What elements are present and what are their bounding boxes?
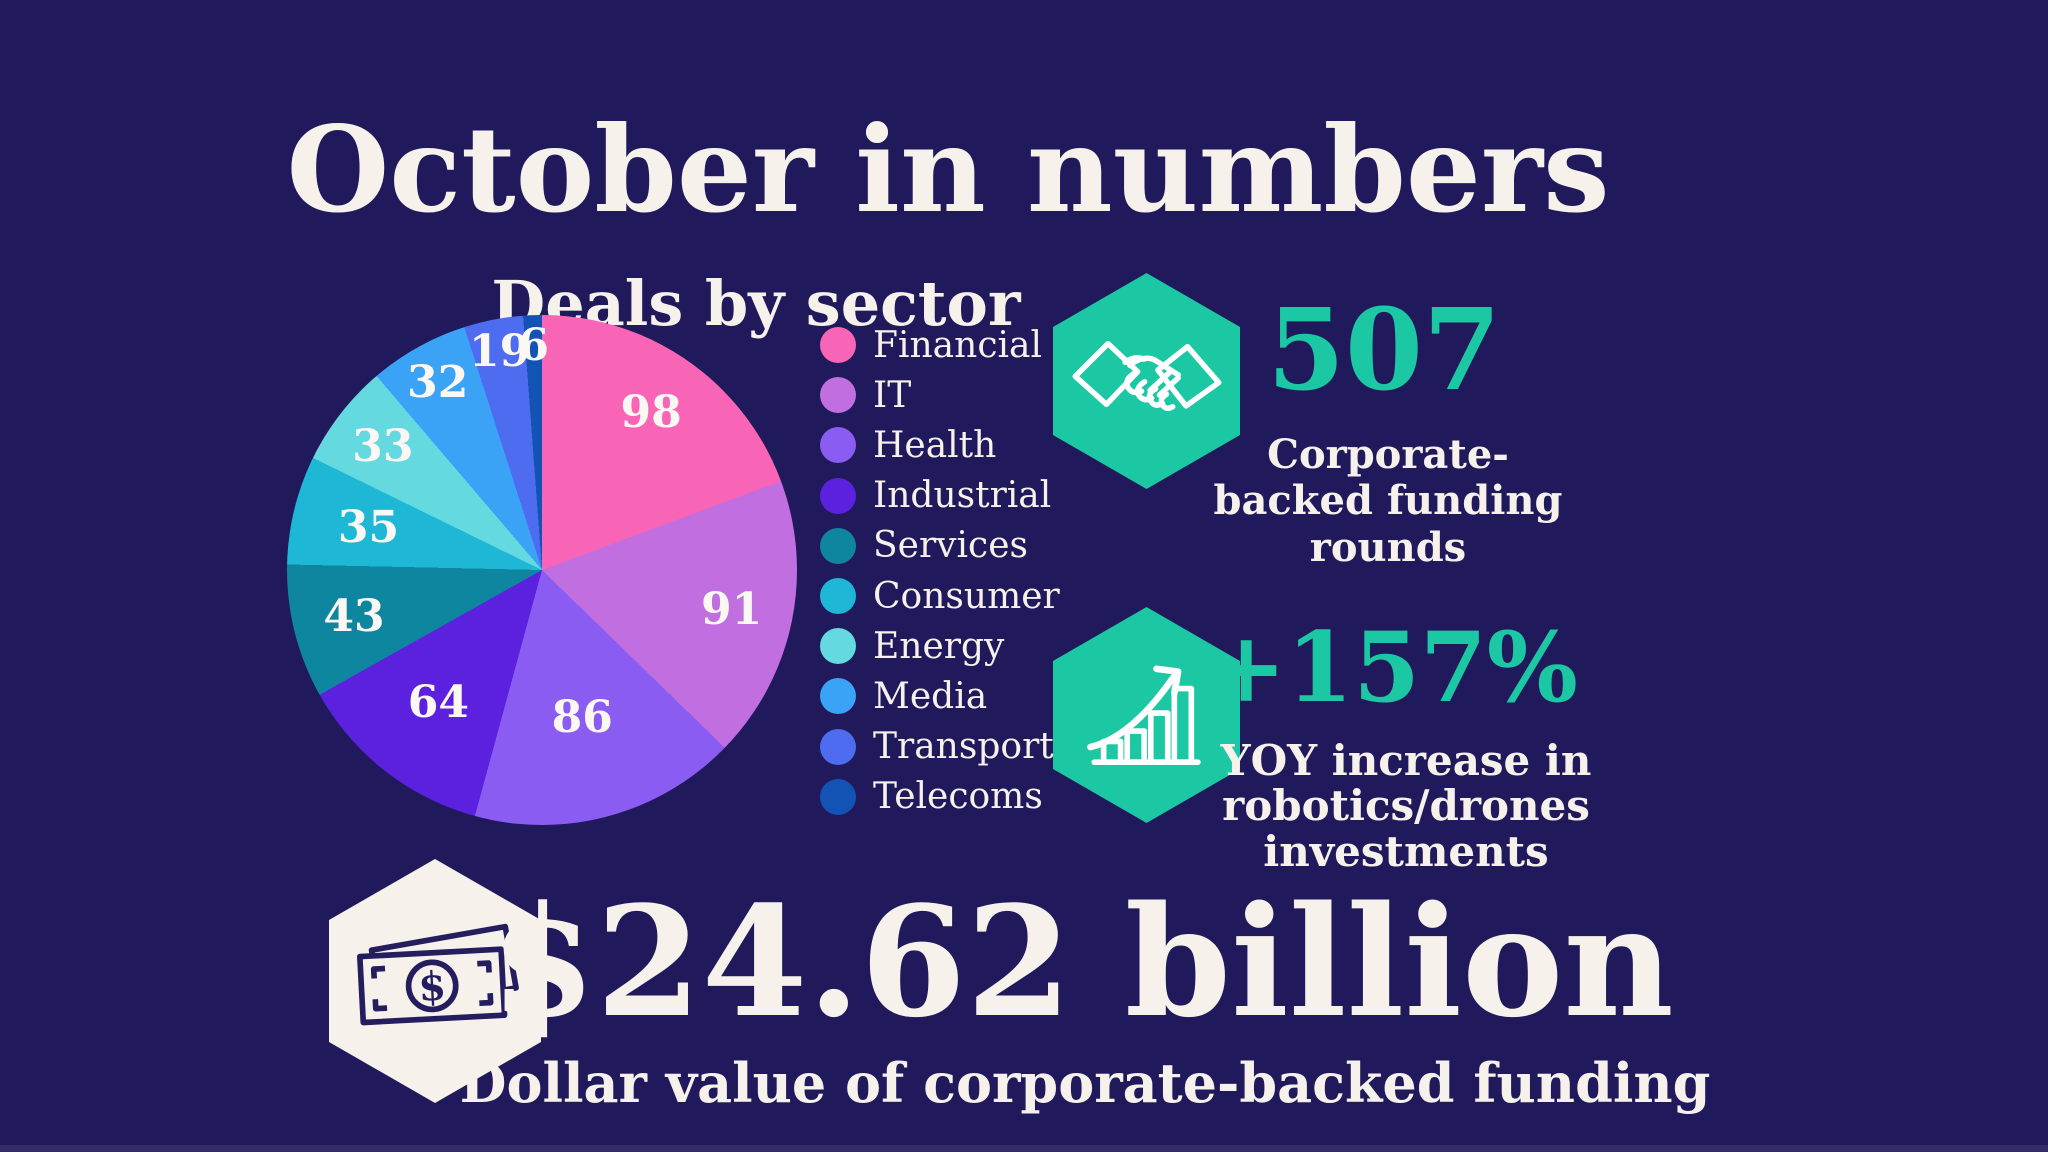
legend-label-financial: Financial xyxy=(873,324,1042,366)
legend-label-energy: Energy xyxy=(873,625,1005,667)
legend-dot-media xyxy=(820,678,856,715)
page-title: October in numbers xyxy=(286,100,1610,240)
pie-slice-label-energy: 33 xyxy=(352,420,414,472)
legend-dot-industrial xyxy=(820,477,856,514)
legend-label-industrial: Industrial xyxy=(873,475,1052,517)
legend-dot-telecoms xyxy=(820,778,856,815)
legend-dot-energy xyxy=(820,628,856,665)
legend-dot-consumer xyxy=(820,578,856,615)
legend-item-transport: Transport xyxy=(820,722,1060,772)
pie-slice-label-it: 91 xyxy=(701,583,763,635)
growth-chart-icon xyxy=(1086,665,1201,765)
legend-item-health: Health xyxy=(820,420,1060,470)
legend-label-transport: Transport xyxy=(873,726,1054,768)
legend-label-consumer: Consumer xyxy=(873,575,1060,617)
legend-item-telecoms: Telecoms xyxy=(820,772,1060,822)
legend-label-it: IT xyxy=(873,374,912,416)
legend-item-media: Media xyxy=(820,671,1060,721)
svg-text:$: $ xyxy=(417,963,447,1010)
legend-item-it: IT xyxy=(820,370,1060,420)
bottom-edge-strip xyxy=(0,1145,2048,1152)
deals-by-sector-pie-chart xyxy=(287,315,797,825)
legend-item-industrial: Industrial xyxy=(820,471,1060,521)
legend-dot-financial xyxy=(820,327,856,364)
legend-label-services: Services xyxy=(873,525,1028,567)
legend-dot-transport xyxy=(820,728,856,765)
dollar-value-label: Dollar value of corporate-backed funding xyxy=(459,1051,1711,1115)
legend-item-energy: Energy xyxy=(820,621,1060,671)
legend-dot-health xyxy=(820,427,856,464)
handshake-icon xyxy=(1072,340,1221,412)
funding-rounds-label: Corporate-backed funding rounds xyxy=(1213,431,1563,571)
legend-label-media: Media xyxy=(873,675,988,717)
pie-slice-label-services: 43 xyxy=(323,590,385,642)
pie-slice-label-media: 32 xyxy=(407,356,469,408)
legend-item-financial: Financial xyxy=(820,320,1060,370)
pie-slice-label-health: 86 xyxy=(551,691,613,743)
money-icon: $ xyxy=(357,923,519,1026)
legend-label-telecoms: Telecoms xyxy=(873,776,1043,818)
dollar-value-amount: $24.62 billion xyxy=(490,872,1674,1051)
robotics-increase-label: YOY increase in robotics/drones investme… xyxy=(1220,736,1592,876)
funding-rounds-value: 507 xyxy=(1267,285,1501,416)
robotics-increase-value: +157% xyxy=(1205,611,1579,724)
pie-slice-label-telecoms: 6 xyxy=(518,319,549,371)
pie-slice-label-consumer: 35 xyxy=(337,501,400,553)
legend-dot-it xyxy=(820,377,856,414)
legend-item-services: Services xyxy=(820,521,1060,571)
legend-item-consumer: Consumer xyxy=(820,571,1060,621)
pie-slice-label-financial: 98 xyxy=(620,386,682,438)
pie-slice-label-industrial: 64 xyxy=(407,676,470,728)
pie-slice-label-transport: 19 xyxy=(469,326,531,378)
legend-label-health: Health xyxy=(873,424,997,466)
legend-dot-services xyxy=(820,527,856,564)
pie-legend: Financial IT Health Industrial Services Consu… xyxy=(820,320,1060,822)
